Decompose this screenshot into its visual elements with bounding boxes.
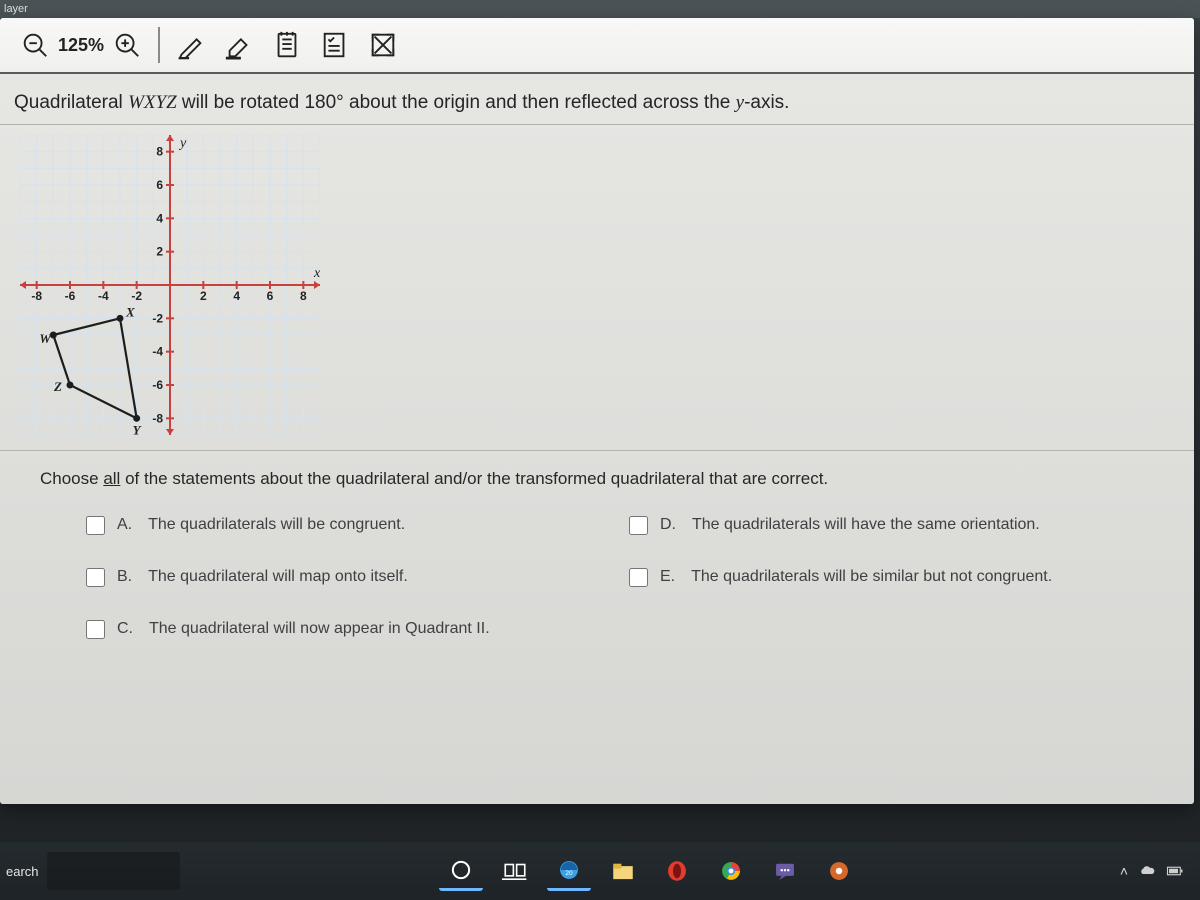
- shape-name: WXYZ: [128, 92, 177, 113]
- app-window: 125% Quadrilateral WXYZ will be rotated …: [0, 18, 1194, 804]
- svg-text:-6: -6: [65, 289, 76, 303]
- choice-B[interactable]: B. The quadrilateral will map onto itself…: [86, 555, 611, 599]
- choice-checkbox[interactable]: [86, 516, 105, 535]
- rotation-angle: 180°: [304, 92, 343, 113]
- svg-text:-4: -4: [152, 345, 163, 359]
- toolbar: 125%: [0, 18, 1194, 74]
- tab-label: layer: [4, 3, 28, 15]
- choice-letter: B.: [117, 568, 132, 586]
- choice-text: The quadrilaterals will have the same or…: [692, 516, 1040, 534]
- axis-name: y: [736, 92, 744, 113]
- choice-checkbox[interactable]: [629, 516, 648, 535]
- choice-checkbox[interactable]: [629, 568, 648, 587]
- notepad-icon[interactable]: [270, 28, 304, 62]
- taskbar-left: earch: [0, 852, 180, 890]
- windows-taskbar: earch 20 ˄: [0, 842, 1200, 900]
- search-fragment: earch: [6, 864, 39, 879]
- svg-text:y: y: [178, 136, 187, 151]
- svg-text:-8: -8: [31, 289, 42, 303]
- svg-text:-8: -8: [152, 411, 163, 425]
- groove-icon[interactable]: [817, 851, 861, 891]
- onedrive-tray-icon[interactable]: [1138, 862, 1156, 880]
- choice-text: The quadrilaterals will be congruent.: [148, 516, 405, 534]
- choice-letter: C.: [117, 620, 133, 638]
- svg-text:W: W: [39, 331, 52, 346]
- choice-C[interactable]: C. The quadrilateral will now appear in Q…: [86, 607, 611, 651]
- svg-text:20: 20: [565, 869, 573, 876]
- svg-text:-2: -2: [131, 289, 142, 303]
- choice-checkbox[interactable]: [86, 568, 105, 587]
- messaging-icon[interactable]: [763, 851, 807, 891]
- choice-text: The quadrilateral will map onto itself.: [148, 568, 408, 586]
- battery-tray-icon[interactable]: [1166, 862, 1184, 880]
- svg-text:Y: Y: [133, 422, 142, 435]
- svg-text:X: X: [125, 304, 135, 319]
- taskbar-center: 20: [439, 851, 861, 891]
- graph-area: -8-8-6-6-4-4-2-222446688xyWXYZ: [0, 125, 1194, 451]
- zoom-in-icon[interactable]: [110, 28, 144, 62]
- svg-text:8: 8: [300, 289, 307, 303]
- choice-text: The quadrilateral will now appear in Qua…: [149, 620, 490, 638]
- svg-text:4: 4: [233, 289, 240, 303]
- svg-text:Z: Z: [53, 379, 62, 394]
- zoom-group: 125%: [18, 27, 160, 63]
- choice-letter: A.: [117, 516, 132, 534]
- svg-text:2: 2: [200, 289, 207, 303]
- choice-letter: E.: [660, 568, 675, 586]
- choice-A[interactable]: A. The quadrilaterals will be congruent.: [86, 503, 611, 547]
- taskbar-right: ˄: [1120, 862, 1184, 880]
- choice-D[interactable]: D. The quadrilaterals will have the same …: [629, 503, 1154, 547]
- chrome-icon[interactable]: [709, 851, 753, 891]
- svg-text:-6: -6: [152, 378, 163, 392]
- choice-text: The quadrilaterals will be similar but n…: [691, 568, 1052, 586]
- choices-grid: A. The quadrilaterals will be congruent. D…: [0, 499, 1194, 651]
- svg-text:8: 8: [156, 145, 163, 159]
- file-explorer-icon[interactable]: [601, 851, 645, 891]
- svg-text:-4: -4: [98, 289, 109, 303]
- zoom-value: 125%: [58, 35, 104, 56]
- content-area: Quadrilateral WXYZ will be rotated 180° …: [0, 74, 1194, 804]
- svg-text:2: 2: [156, 245, 163, 259]
- opera-icon[interactable]: [655, 851, 699, 891]
- browser-tab[interactable]: layer: [0, 0, 1200, 18]
- question-text: Quadrilateral WXYZ will be rotated 180° …: [0, 74, 1194, 125]
- checklist-icon[interactable]: [318, 28, 352, 62]
- task-view-icon[interactable]: [493, 851, 537, 891]
- tray-chevron-icon[interactable]: ˄: [1120, 863, 1128, 879]
- choice-checkbox[interactable]: [86, 620, 105, 639]
- highlighter-icon[interactable]: [222, 28, 256, 62]
- search-box[interactable]: [47, 852, 180, 890]
- svg-text:6: 6: [267, 289, 274, 303]
- svg-text:-2: -2: [152, 311, 163, 325]
- cortana-icon[interactable]: [439, 851, 483, 891]
- svg-text:6: 6: [156, 178, 163, 192]
- svg-text:4: 4: [156, 211, 163, 225]
- choice-prompt: Choose all of the statements about the q…: [0, 451, 1194, 499]
- exit-fullscreen-icon[interactable]: [366, 28, 400, 62]
- choice-letter: D.: [660, 516, 676, 534]
- zoom-out-icon[interactable]: [18, 28, 52, 62]
- edge-icon[interactable]: 20: [547, 851, 591, 891]
- svg-text:x: x: [313, 266, 320, 281]
- coordinate-graph: -8-8-6-6-4-4-2-222446688xyWXYZ: [20, 135, 320, 435]
- pen-icon[interactable]: [174, 28, 208, 62]
- choice-E[interactable]: E. The quadrilaterals will be similar but…: [629, 555, 1154, 599]
